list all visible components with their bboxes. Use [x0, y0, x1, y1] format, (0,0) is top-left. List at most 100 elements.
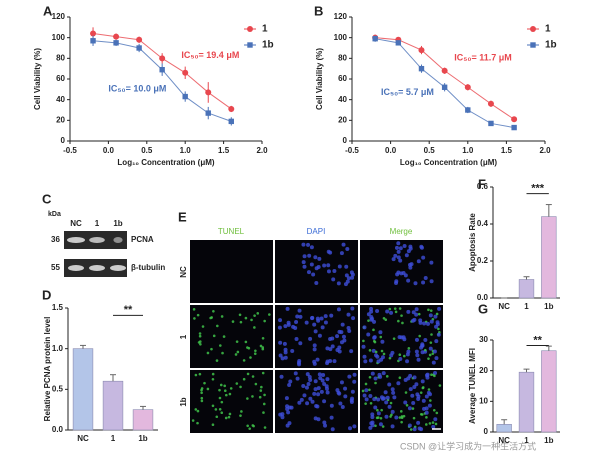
tunel-dot	[220, 400, 224, 404]
x-tick-label: 0.5	[424, 146, 436, 155]
nucleus	[297, 308, 302, 313]
nucleus	[308, 396, 313, 401]
y-tick-label: 30	[479, 335, 488, 344]
tunel-dot	[194, 408, 198, 411]
tunel-dot	[251, 424, 255, 427]
tunel-dot	[433, 374, 436, 378]
tunel-dot	[393, 307, 397, 310]
nucleus	[406, 278, 411, 283]
tunel-dot	[246, 397, 249, 400]
nucleus	[410, 393, 415, 398]
x-tick-label: 1	[524, 302, 529, 311]
tunel-dot	[198, 372, 202, 376]
nucleus	[368, 394, 373, 399]
lane-label: 1	[95, 219, 100, 228]
nucleus	[406, 249, 411, 254]
tunel-dot	[400, 420, 403, 424]
nucleus	[337, 391, 342, 396]
tunel-dot	[200, 399, 204, 403]
y-axis-label: Cell Viability (%)	[33, 48, 42, 110]
nucleus	[352, 372, 357, 377]
point	[464, 84, 471, 91]
nucleus	[314, 266, 319, 271]
nucleus	[387, 404, 392, 409]
nucleus	[394, 415, 399, 420]
nucleus	[399, 335, 404, 340]
nucleus	[390, 409, 395, 414]
nucleus	[412, 385, 417, 390]
nucleus	[331, 277, 336, 282]
tunel-dot	[419, 391, 423, 394]
nucleus	[335, 334, 340, 339]
y-tick-label: 60	[56, 74, 65, 83]
nucleus	[343, 386, 348, 391]
tunel-dot	[225, 393, 228, 397]
blot-protein: β-tubulin	[131, 263, 165, 272]
tunel-dot	[201, 325, 205, 328]
tunel-dot	[401, 321, 404, 325]
x-axis-label: Log₁₀ Concentration (μM)	[400, 158, 497, 167]
nucleus	[422, 406, 427, 411]
micrograph	[190, 370, 273, 433]
bar	[518, 279, 535, 299]
nucleus	[316, 392, 321, 397]
nucleus	[287, 383, 292, 388]
tunel-dot	[434, 422, 438, 426]
tunel-dot	[196, 421, 199, 425]
tunel-dot	[361, 389, 365, 393]
nucleus	[394, 245, 399, 250]
y-axis-label: Average TUNEL MFI	[468, 348, 477, 424]
y-tick-label: 0.0	[477, 293, 489, 302]
y-tick-label: 1.0	[52, 344, 64, 353]
point	[395, 40, 402, 46]
column-label: TUNEL	[218, 227, 245, 236]
nucleus	[301, 242, 306, 247]
nucleus	[420, 343, 425, 348]
nucleus	[411, 318, 416, 323]
panel-label: E	[178, 209, 187, 224]
nucleus	[329, 415, 334, 420]
nucleus	[318, 376, 323, 381]
point	[182, 93, 188, 100]
nucleus	[295, 376, 300, 381]
nucleus	[391, 390, 396, 395]
tunel-dot	[210, 347, 213, 351]
nucleus	[348, 426, 353, 431]
nucleus	[302, 254, 307, 259]
nucleus	[434, 356, 439, 361]
nucleus	[302, 264, 307, 269]
nucleus	[396, 381, 401, 386]
y-tick-label: 0.4	[477, 219, 489, 228]
nucleus	[427, 403, 432, 408]
nucleus	[437, 306, 442, 311]
tunel-dot	[418, 334, 422, 338]
nucleus	[352, 424, 357, 429]
x-tick-label: 1b	[544, 302, 553, 311]
blot-band	[68, 265, 84, 271]
nucleus	[403, 400, 408, 405]
tunel-dot	[256, 312, 260, 315]
point	[441, 84, 448, 90]
nucleus	[312, 343, 317, 348]
nucleus	[413, 281, 418, 286]
nucleus	[433, 417, 438, 422]
tunel-dot	[368, 349, 372, 352]
tunel-dot	[380, 349, 384, 353]
tunel-dot	[260, 385, 263, 389]
tunel-dot	[411, 407, 415, 410]
nucleus	[373, 405, 378, 410]
nucleus	[366, 332, 371, 337]
tunel-dot	[194, 373, 198, 377]
nucleus	[285, 423, 290, 428]
nucleus	[312, 361, 317, 366]
tunel-dot	[389, 401, 393, 405]
nucleus	[311, 272, 316, 277]
series-line	[375, 37, 515, 120]
tunel-dot	[430, 373, 433, 376]
nucleus	[407, 406, 412, 411]
y-tick-label: 0.2	[477, 256, 489, 265]
tunel-dot	[220, 411, 224, 414]
nucleus	[416, 394, 421, 399]
nucleus	[319, 316, 324, 321]
x-tick-label: 1.0	[462, 146, 474, 155]
